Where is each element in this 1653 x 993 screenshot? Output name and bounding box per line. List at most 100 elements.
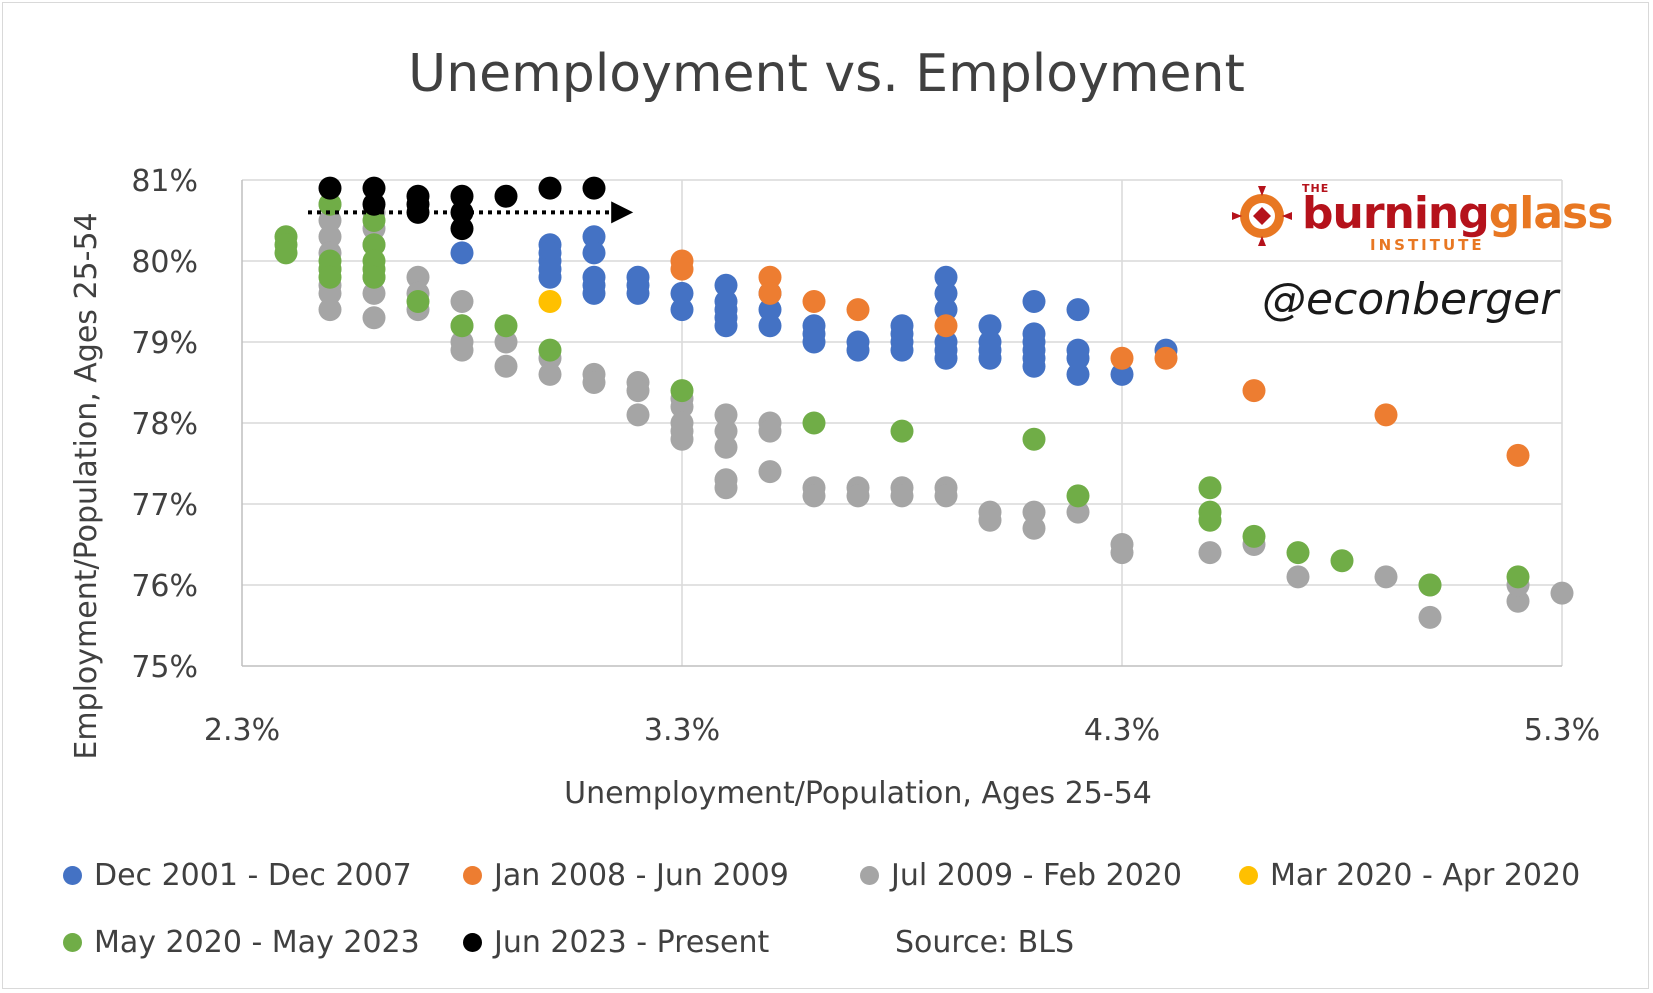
y-tick-label: 77% (131, 488, 198, 523)
data-point (1110, 541, 1134, 565)
data-point (670, 395, 694, 419)
y-tick-label: 76% (131, 569, 198, 604)
data-point (758, 314, 782, 338)
logo-top-text: THE (1302, 182, 1330, 195)
data-point (934, 298, 958, 322)
data-point (450, 314, 474, 338)
data-point (1418, 573, 1442, 597)
data-point (802, 484, 826, 508)
data-point (714, 476, 738, 500)
data-point (538, 290, 562, 313)
legend-swatch (63, 933, 82, 952)
data-point (1066, 484, 1090, 508)
data-point (318, 281, 342, 305)
data-point (934, 265, 958, 289)
data-point (362, 281, 386, 305)
data-point (802, 290, 826, 313)
data-point (318, 209, 342, 232)
data-point (758, 265, 782, 289)
logo-name-part1: burning (1302, 188, 1490, 239)
legend-label: May 2020 - May 2023 (94, 925, 420, 960)
data-point (1022, 427, 1046, 451)
data-point (626, 281, 650, 305)
data-point (450, 338, 474, 362)
data-point (714, 273, 738, 297)
data-point (450, 217, 474, 241)
legend-item: Jul 2009 - Feb 2020 (860, 858, 1182, 893)
legend-label: Jul 2009 - Feb 2020 (891, 858, 1182, 893)
data-point (1286, 541, 1310, 565)
legend-label: Dec 2001 - Dec 2007 (94, 858, 412, 893)
data-point (934, 346, 958, 370)
data-point (1506, 443, 1530, 467)
data-point (582, 371, 606, 394)
author-handle: @econberger (1262, 274, 1559, 325)
data-point (934, 314, 958, 338)
y-tick-label: 79% (131, 326, 198, 361)
data-point (582, 281, 606, 305)
chart-title: Unemployment vs. Employment (408, 44, 1245, 104)
data-point (406, 265, 430, 289)
data-point (1022, 516, 1046, 540)
y-tick-label: 75% (131, 650, 198, 685)
data-point (1022, 500, 1046, 524)
data-point (1506, 565, 1530, 589)
data-point (934, 281, 958, 305)
legend-item: Dec 2001 - Dec 2007 (63, 858, 412, 893)
data-point (318, 192, 342, 216)
data-point (978, 508, 1002, 532)
data-point (890, 484, 914, 508)
annotation-layer (308, 201, 634, 224)
data-point (802, 411, 826, 435)
data-point (670, 427, 694, 451)
y-tick-label: 80% (131, 245, 198, 280)
data-point (406, 290, 430, 313)
data-point (758, 460, 782, 484)
data-point (538, 176, 562, 200)
y-tick-label: 78% (131, 407, 198, 442)
data-point (1286, 565, 1310, 589)
data-point (1022, 354, 1046, 378)
data-point (362, 233, 386, 257)
data-point (1154, 346, 1178, 370)
data-point (1198, 508, 1222, 532)
data-point (1330, 549, 1354, 573)
y-tick-labels: 75% 76% 77% 78% 79% 80% 81% (131, 164, 198, 685)
y-tick-label: 81% (131, 164, 198, 199)
data-point (1506, 589, 1530, 613)
data-point (538, 265, 562, 289)
data-point (582, 225, 606, 249)
legend-item: Jun 2023 - Present (463, 925, 769, 960)
data-point (1198, 476, 1222, 500)
data-point (318, 298, 342, 322)
data-point (1242, 524, 1266, 548)
data-point (1066, 298, 1090, 322)
data-point (494, 314, 518, 338)
data-point (1418, 605, 1442, 629)
burning-glass-logo: THE burningglass INSTITUTE (1232, 182, 1613, 256)
data-point (318, 265, 342, 289)
data-point (1066, 500, 1090, 524)
data-point (1110, 362, 1134, 386)
logo-name-part2: glass (1488, 188, 1614, 239)
y-axis-label: Employment/Population, Ages 25-54 (69, 212, 104, 759)
data-point (890, 419, 914, 443)
data-point (846, 484, 870, 508)
x-tick-label: 5.3% (1524, 713, 1600, 748)
logo-subtitle: INSTITUTE (1370, 236, 1485, 254)
data-point (362, 265, 386, 289)
arrow-head-icon (611, 201, 634, 224)
data-point (450, 184, 474, 208)
data-point (758, 281, 782, 305)
data-point (1374, 565, 1398, 589)
data-point (846, 298, 870, 322)
data-point (714, 403, 738, 427)
data-point (626, 403, 650, 427)
sun-logo-icon (1232, 186, 1292, 246)
data-point (758, 419, 782, 443)
logo-name: burningglass (1302, 188, 1614, 239)
legend-swatch (463, 866, 482, 885)
data-point (758, 298, 782, 322)
data-point (318, 225, 342, 249)
